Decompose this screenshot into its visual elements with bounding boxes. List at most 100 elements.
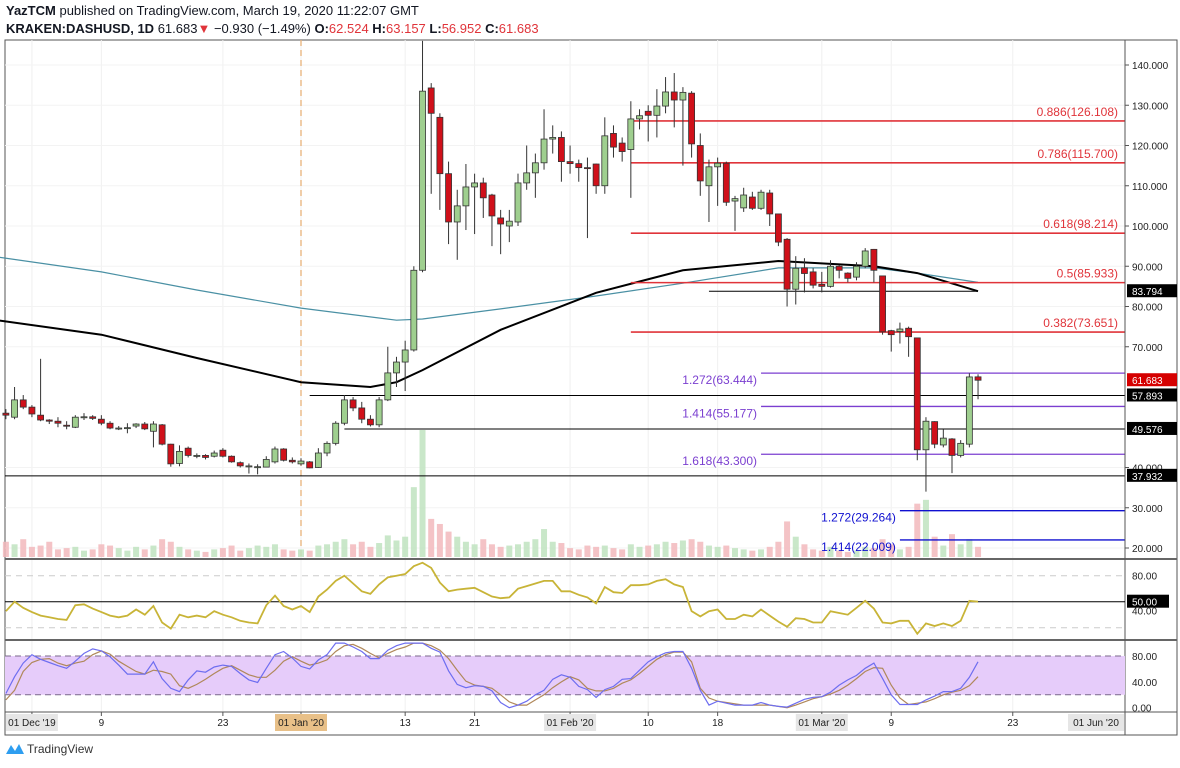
candle: [332, 422, 340, 444]
candle: [948, 438, 956, 456]
candle: [922, 420, 930, 451]
candle: [63, 424, 71, 427]
volume-bar: [72, 546, 79, 557]
fib-extension-label: 1.414(55.177): [682, 406, 757, 420]
candle: [688, 92, 695, 145]
candle: [19, 399, 27, 408]
volume-bar: [879, 539, 886, 557]
stoch-d-line: [5, 642, 979, 709]
fib-level-label: 0.786(115.700): [1037, 147, 1118, 161]
candle: [714, 162, 722, 168]
candle: [844, 272, 852, 279]
volume-bar: [619, 549, 626, 557]
candle: [887, 330, 895, 336]
high-label: H:: [372, 21, 387, 36]
candle: [54, 420, 62, 424]
candle: [80, 416, 88, 419]
tradingview-logo[interactable]: TradingView: [5, 742, 93, 756]
volume-bar: [801, 544, 808, 557]
fib-extension-label: 1.618(43.300): [682, 454, 757, 468]
volume-bar: [975, 546, 982, 557]
volume-bar: [454, 536, 461, 557]
candle: [531, 162, 539, 174]
price-badge-label: 83.794: [1132, 287, 1163, 298]
price-badge: [1127, 421, 1177, 435]
volume-bar: [89, 549, 96, 557]
candle: [592, 163, 600, 187]
volume-bar: [549, 541, 556, 557]
candle: [141, 423, 149, 430]
stoch-tick-label: 40.00: [1132, 678, 1157, 689]
rsi-line: [5, 561, 979, 636]
tradingview-logo-icon: [6, 744, 24, 754]
volume-bar: [150, 545, 157, 557]
candle: [115, 427, 123, 430]
price-badge: [1127, 373, 1177, 387]
candle: [705, 166, 713, 187]
candle: [124, 427, 131, 430]
price-chart[interactable]: 0.886(126.108) 0.786(115.700) 0.618(98.214…: [0, 0, 1180, 740]
volume-bar: [488, 544, 495, 557]
candle: [306, 461, 314, 469]
candle: [818, 283, 826, 287]
volume-bar: [176, 546, 183, 557]
symbol: KRAKEN:DASHUSD, 1D: [6, 21, 155, 36]
candle: [132, 423, 140, 427]
candle: [349, 399, 357, 409]
author-name: YazTCM: [6, 3, 56, 18]
volume-bar: [202, 551, 209, 557]
volume-bar: [63, 548, 70, 557]
candle: [514, 182, 522, 223]
candle: [879, 275, 886, 333]
volume-bar: [289, 550, 296, 557]
price-badge-label: 37.932: [1132, 472, 1163, 483]
price-tick-label: 130.000: [1132, 101, 1169, 112]
volume-bar: [358, 541, 365, 557]
volume-bar: [341, 539, 348, 557]
candle: [540, 138, 548, 164]
low-label: L:: [429, 21, 442, 36]
volume-bar: [28, 546, 35, 557]
volume-bar: [914, 503, 921, 557]
candle: [679, 91, 687, 101]
time-label-box: [275, 714, 327, 731]
volume-bar: [836, 550, 843, 557]
volume-bar: [263, 546, 270, 557]
candle: [766, 192, 774, 215]
candle: [610, 133, 617, 148]
brand-name: TradingView: [27, 742, 94, 756]
candle: [219, 449, 227, 457]
volume-bar: [436, 523, 443, 557]
candle: [827, 265, 834, 287]
volume-bar: [81, 550, 87, 557]
candle: [662, 91, 669, 107]
time-label-box: [1068, 714, 1124, 731]
close-value: 61.683: [498, 21, 539, 36]
time-label-box: [5, 714, 58, 731]
volume-bar: [610, 548, 617, 557]
volume-bar: [896, 549, 903, 557]
volume-bar: [671, 543, 678, 557]
volume-bar: [645, 545, 652, 557]
time-tick-label: 9: [99, 718, 105, 729]
rsi-badge-label: 50.00: [1132, 598, 1157, 609]
candle: [479, 182, 487, 199]
price-tick-label: 80.000: [1132, 303, 1163, 314]
candle: [974, 376, 982, 381]
candle: [792, 267, 800, 290]
fib-extension-label: 1.272(63.444): [682, 373, 757, 387]
candle: [627, 118, 635, 150]
volume-bar: [758, 549, 765, 557]
volume-bar: [367, 546, 374, 557]
volume-bar: [185, 549, 192, 557]
candle: [453, 205, 461, 223]
candle: [210, 452, 218, 457]
candle: [297, 460, 305, 465]
candle: [696, 145, 704, 182]
candle: [601, 135, 609, 187]
volume-bar: [497, 546, 504, 557]
close-label: C:: [485, 21, 499, 36]
volume-bar: [784, 521, 791, 557]
volume-bar: [705, 545, 712, 557]
candle: [271, 448, 279, 463]
